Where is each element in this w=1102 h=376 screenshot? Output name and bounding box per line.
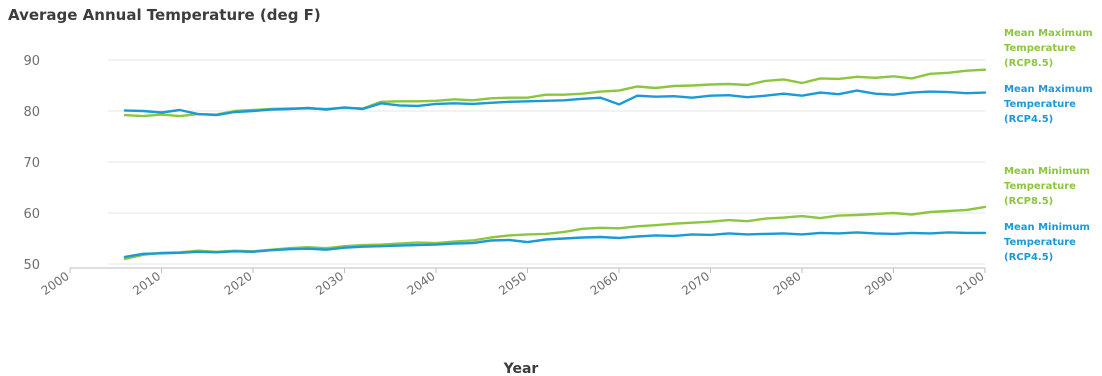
x-tick-label: 2030 xyxy=(313,269,346,298)
legend-entry-0: Mean Maximum Temperature (RCP8.5) xyxy=(1004,28,1093,69)
legend-label: Mean Maximum xyxy=(1004,28,1093,39)
x-tick-label: 2020 xyxy=(222,269,255,298)
y-tick-label: 80 xyxy=(23,105,40,120)
x-tick-label: 2070 xyxy=(679,269,712,298)
y-axis: 50 60 70 80 90 xyxy=(23,54,40,273)
legend-label: Temperature xyxy=(1004,237,1076,248)
series-line-0 xyxy=(123,68,987,118)
legend-label: Mean Minimum xyxy=(1004,222,1090,233)
x-tick-label: 2050 xyxy=(496,269,529,298)
x-tick-label: 2060 xyxy=(588,269,621,298)
y-tick-label: 60 xyxy=(23,207,40,222)
y-tick-label: 70 xyxy=(23,156,40,171)
x-tick-label: 2090 xyxy=(862,269,895,298)
series-line-3 xyxy=(123,231,987,259)
x-axis: 2000 2010 2020 2030 2040 2050 2060 2070 2080 2090… xyxy=(39,267,987,298)
x-tick-label: 2080 xyxy=(771,269,804,298)
x-tick-label: 2000 xyxy=(39,269,72,298)
legend-label: Mean Minimum xyxy=(1004,166,1090,177)
legend-label: (RCP8.5) xyxy=(1004,196,1053,207)
grid-layer xyxy=(108,59,985,265)
legend-label: Temperature xyxy=(1004,99,1076,110)
legend-label: Temperature xyxy=(1004,181,1076,192)
legend-label: (RCP4.5) xyxy=(1004,252,1053,263)
legend-entry-3: Mean Minimum Temperature (RCP4.5) xyxy=(1004,222,1090,263)
legend-label: Temperature xyxy=(1004,43,1076,54)
chart-title: Average Annual Temperature (deg F) xyxy=(8,6,321,24)
x-axis-label: Year xyxy=(503,361,539,376)
legend-entry-1: Mean Maximum Temperature (RCP4.5) xyxy=(1004,84,1093,125)
x-tick-label: 2040 xyxy=(405,269,438,298)
legend-label: (RCP8.5) xyxy=(1004,58,1053,69)
legend-label: Mean Maximum xyxy=(1004,84,1093,95)
y-tick-label: 90 xyxy=(23,54,40,69)
x-tick-label: 2010 xyxy=(130,269,163,298)
series-layer xyxy=(123,68,987,261)
x-tick-label: 2100 xyxy=(954,269,987,298)
legend-label: (RCP4.5) xyxy=(1004,114,1053,125)
y-tick-label: 50 xyxy=(23,258,40,273)
legend-entry-2: Mean Minimum Temperature (RCP8.5) xyxy=(1004,166,1090,207)
series-line-1 xyxy=(123,89,987,117)
